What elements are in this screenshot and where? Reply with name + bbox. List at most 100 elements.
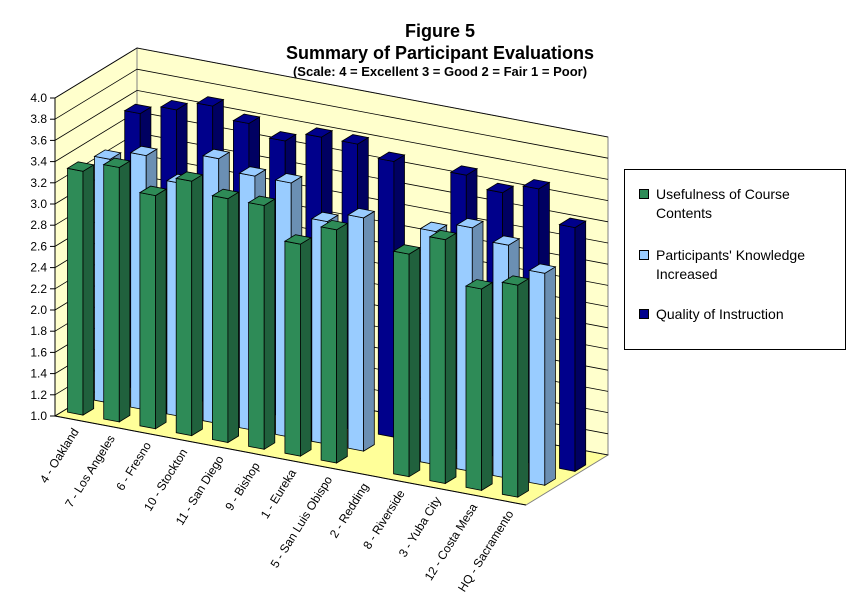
bar-side-face (574, 220, 587, 473)
bar-front-face (377, 158, 395, 438)
bar-top-face (485, 182, 515, 194)
bar-front-face (139, 192, 156, 430)
y-tick-label: 3.6 (30, 133, 47, 147)
legend-swatch-knowledge (639, 250, 649, 260)
bar-usefulness (66, 161, 95, 416)
x-tick-label: 1 - Eureka (258, 466, 299, 521)
y-tick-label: 3.0 (30, 197, 47, 211)
bar-side-face (363, 210, 375, 452)
bar-top-face (274, 173, 303, 184)
y-axis: 1.0 1.2 1.4 1.6 1.8 2.0 2.2 2.4 2.6 2.8 3.0 3.2 3.4 3… (30, 91, 56, 423)
bar-front-face (67, 167, 84, 416)
x-axis-line (54, 415, 527, 506)
bar-top-face (528, 263, 557, 274)
bar-side-face (336, 222, 348, 464)
legend-item-usefulness: Usefulness of Course Contents (639, 185, 836, 223)
bar-top-face (558, 217, 587, 229)
bar-front-face (284, 240, 301, 457)
y-tick-label: 1.2 (30, 388, 47, 402)
y-tick-label: 1.0 (30, 409, 47, 423)
bar-front-face (501, 281, 519, 498)
bar-top-face (304, 127, 334, 138)
bar-top-face (377, 151, 406, 162)
bar-top-face (341, 134, 370, 145)
bar-side-face (544, 266, 556, 487)
bar-side-face (299, 236, 312, 457)
legend-item-instruction: Quality of Instruction (639, 305, 836, 324)
bar-front-face (175, 177, 193, 437)
bar-knowledge (347, 207, 376, 452)
chart-legend: Usefulness of Course Contents Participan… (624, 169, 846, 350)
bar-side-face (191, 173, 203, 437)
bar-top-face (491, 235, 521, 246)
legend-label-knowledge: Participants' Knowledge Increased (656, 247, 805, 282)
x-tick-label: 6 - Fresno (113, 439, 154, 493)
bar-top-face (268, 131, 297, 142)
bar-usefulness (428, 229, 458, 485)
bar-instruction (558, 217, 587, 473)
bar-top-face (138, 185, 168, 197)
y-tick-label: 3.2 (30, 176, 47, 190)
bar-usefulness (247, 195, 276, 451)
bar-front-face (429, 236, 446, 484)
bar-top-face (102, 157, 131, 168)
bar-top-face (123, 103, 153, 115)
bar-usefulness (102, 157, 131, 423)
bar-usefulness (501, 275, 530, 498)
y-tick-label: 2.8 (30, 218, 47, 232)
bar-side-face (227, 191, 240, 444)
bar-top-face (66, 161, 95, 172)
bar-front-face (320, 226, 338, 464)
bar-top-face (202, 148, 231, 160)
bar-top-face (196, 96, 225, 107)
bar-usefulness (175, 171, 204, 437)
bar-top-face (211, 188, 240, 200)
chart-subtitle: Summary of Participant Evaluations (285, 43, 595, 63)
bar-top-face (93, 149, 122, 160)
bar-side-face (118, 160, 131, 423)
bar-top-face (310, 211, 340, 223)
gridline (54, 68, 609, 159)
bar-top-face (129, 145, 159, 157)
bar-usefulness (211, 188, 240, 444)
chart-scale-note: (Scale: 4 = Excellent 3 = Good 2 = Fair … (292, 64, 588, 79)
y-tick-label: 1.8 (30, 324, 47, 338)
bar-top-face (501, 275, 530, 286)
bar-front-face (393, 250, 410, 478)
bar-front-face (347, 214, 365, 452)
bar-front-face (248, 202, 265, 450)
x-tick-label: 8 - Riverside (360, 487, 408, 552)
legend-label-instruction: Quality of Instruction (656, 306, 784, 322)
legend-label-usefulness: Usefulness of Course Contents (656, 186, 790, 221)
y-tick-label: 3.8 (30, 112, 47, 126)
legend-swatch-instruction (639, 309, 649, 319)
bar-side-face (481, 281, 493, 492)
bar-knowledge (528, 263, 557, 487)
y-tick-label: 2.4 (30, 261, 47, 275)
bar-front-face (103, 164, 120, 423)
y-tick-label: 2.0 (30, 303, 47, 317)
bar-front-face (559, 224, 576, 472)
y-tick-label: 1.6 (30, 345, 47, 359)
bar-top-face (175, 171, 204, 182)
bar-usefulness (464, 279, 494, 492)
x-tick-label: 4 - Oakland (37, 426, 82, 486)
bar-top-face (522, 179, 551, 190)
legend-swatch-usefulness (639, 189, 649, 199)
bar-side-face (155, 188, 167, 430)
y-tick-label: 3.4 (30, 155, 47, 169)
bar-top-face (464, 279, 494, 290)
chart-title: Figure 5 (404, 21, 475, 41)
bar-usefulness (319, 219, 349, 464)
legend-item-knowledge: Participants' Knowledge Increased (639, 246, 836, 284)
bar-top-face (455, 217, 485, 229)
bar-front-face (465, 285, 483, 491)
gridline (54, 89, 609, 180)
bar-side-face (263, 198, 276, 451)
x-tick-label: 2 - Redding (327, 480, 372, 540)
y-tick-label: 1.4 (30, 367, 47, 381)
bar-top-face (238, 166, 267, 177)
y-tick-label: 2.2 (30, 282, 47, 296)
bar-usefulness (283, 234, 313, 457)
